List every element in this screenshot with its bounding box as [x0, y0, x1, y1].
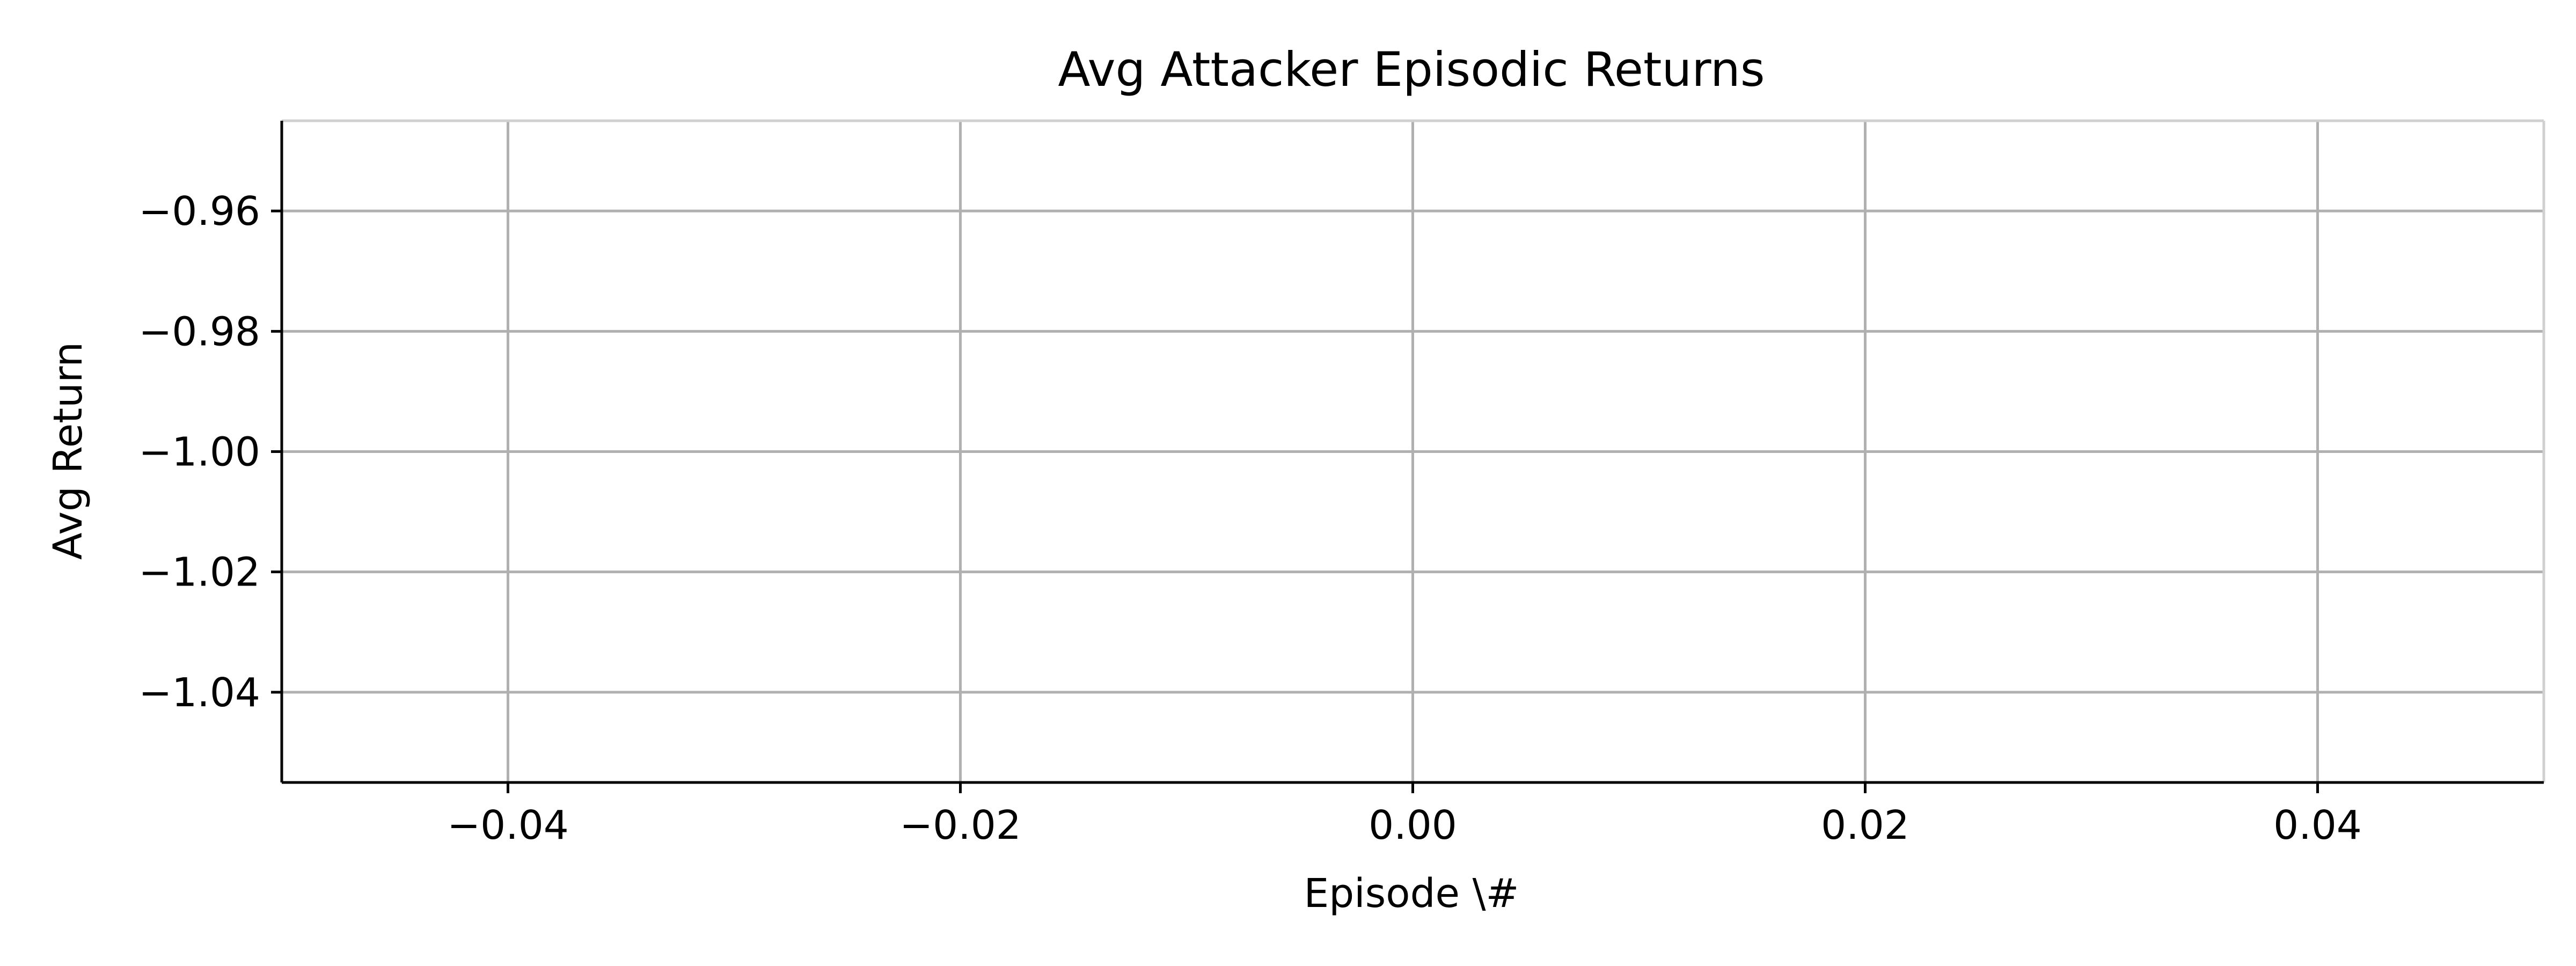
x-tick-label: −0.02: [899, 802, 1021, 848]
y-tick-label: −0.98: [138, 309, 260, 355]
y-axis-ticks: −0.96 −0.98 −1.00 −1.02 −1.04: [138, 188, 282, 716]
x-tick-label: 0.02: [1821, 802, 1909, 848]
y-tick-label: −1.00: [138, 429, 260, 475]
y-tick-label: −1.02: [138, 550, 260, 596]
y-tick-label: −0.96: [138, 188, 260, 235]
y-axis-label: Avg Return: [45, 342, 91, 560]
x-tick-label: 0.00: [1368, 802, 1457, 848]
y-tick-label: −1.04: [138, 670, 260, 716]
x-tick-label: 0.04: [2273, 802, 2362, 848]
chart-title: Avg Attacker Episodic Returns: [1058, 42, 1765, 97]
grid: [282, 121, 2544, 782]
x-axis-label: Episode \#: [1304, 870, 1519, 917]
x-tick-label: −0.04: [447, 802, 569, 848]
x-axis-ticks: −0.04 −0.02 0.00 0.02 0.04: [447, 782, 2362, 848]
